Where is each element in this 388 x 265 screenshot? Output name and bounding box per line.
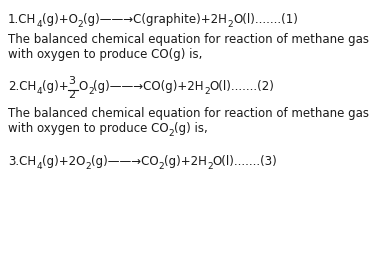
Text: The balanced chemical equation for reaction of methane gas: The balanced chemical equation for react… <box>8 107 369 120</box>
Text: The balanced chemical equation for reaction of methane gas: The balanced chemical equation for react… <box>8 33 369 46</box>
Text: 4: 4 <box>36 162 42 171</box>
Text: (g) is,: (g) is, <box>174 122 208 135</box>
Text: (g)+2O: (g)+2O <box>42 155 85 168</box>
Text: 2: 2 <box>207 162 213 171</box>
Text: 2: 2 <box>169 129 174 138</box>
Text: 2: 2 <box>204 87 210 96</box>
Text: (g)——→C(graphite)+2H: (g)——→C(graphite)+2H <box>83 13 227 26</box>
Text: 2: 2 <box>227 20 233 29</box>
Text: 4: 4 <box>36 20 42 29</box>
Text: (g)+2H: (g)+2H <box>164 155 207 168</box>
Text: (g)——→CO(g)+2H: (g)——→CO(g)+2H <box>94 80 204 93</box>
Text: (g)——→CO: (g)——→CO <box>91 155 158 168</box>
Text: O: O <box>79 80 88 93</box>
Text: 2.CH: 2.CH <box>8 80 36 93</box>
Text: with oxygen to produce CO: with oxygen to produce CO <box>8 122 169 135</box>
Text: O(l).......(1): O(l).......(1) <box>233 13 298 26</box>
Text: 2: 2 <box>88 87 94 96</box>
Text: 2: 2 <box>158 162 164 171</box>
Text: 2: 2 <box>85 162 91 171</box>
Text: (g)+O: (g)+O <box>42 13 78 26</box>
Text: (g)+: (g)+ <box>42 80 69 93</box>
Text: 2: 2 <box>78 20 83 29</box>
Text: 1.CH: 1.CH <box>8 13 36 26</box>
Text: O(l).......(3): O(l).......(3) <box>213 155 277 168</box>
Text: with oxygen to produce CO(g) is,: with oxygen to produce CO(g) is, <box>8 48 203 61</box>
Text: 3: 3 <box>69 76 76 86</box>
Text: 2: 2 <box>69 90 76 100</box>
Text: O(l).......(2): O(l).......(2) <box>210 80 274 93</box>
Text: 3.CH: 3.CH <box>8 155 36 168</box>
Text: 4: 4 <box>36 87 42 96</box>
